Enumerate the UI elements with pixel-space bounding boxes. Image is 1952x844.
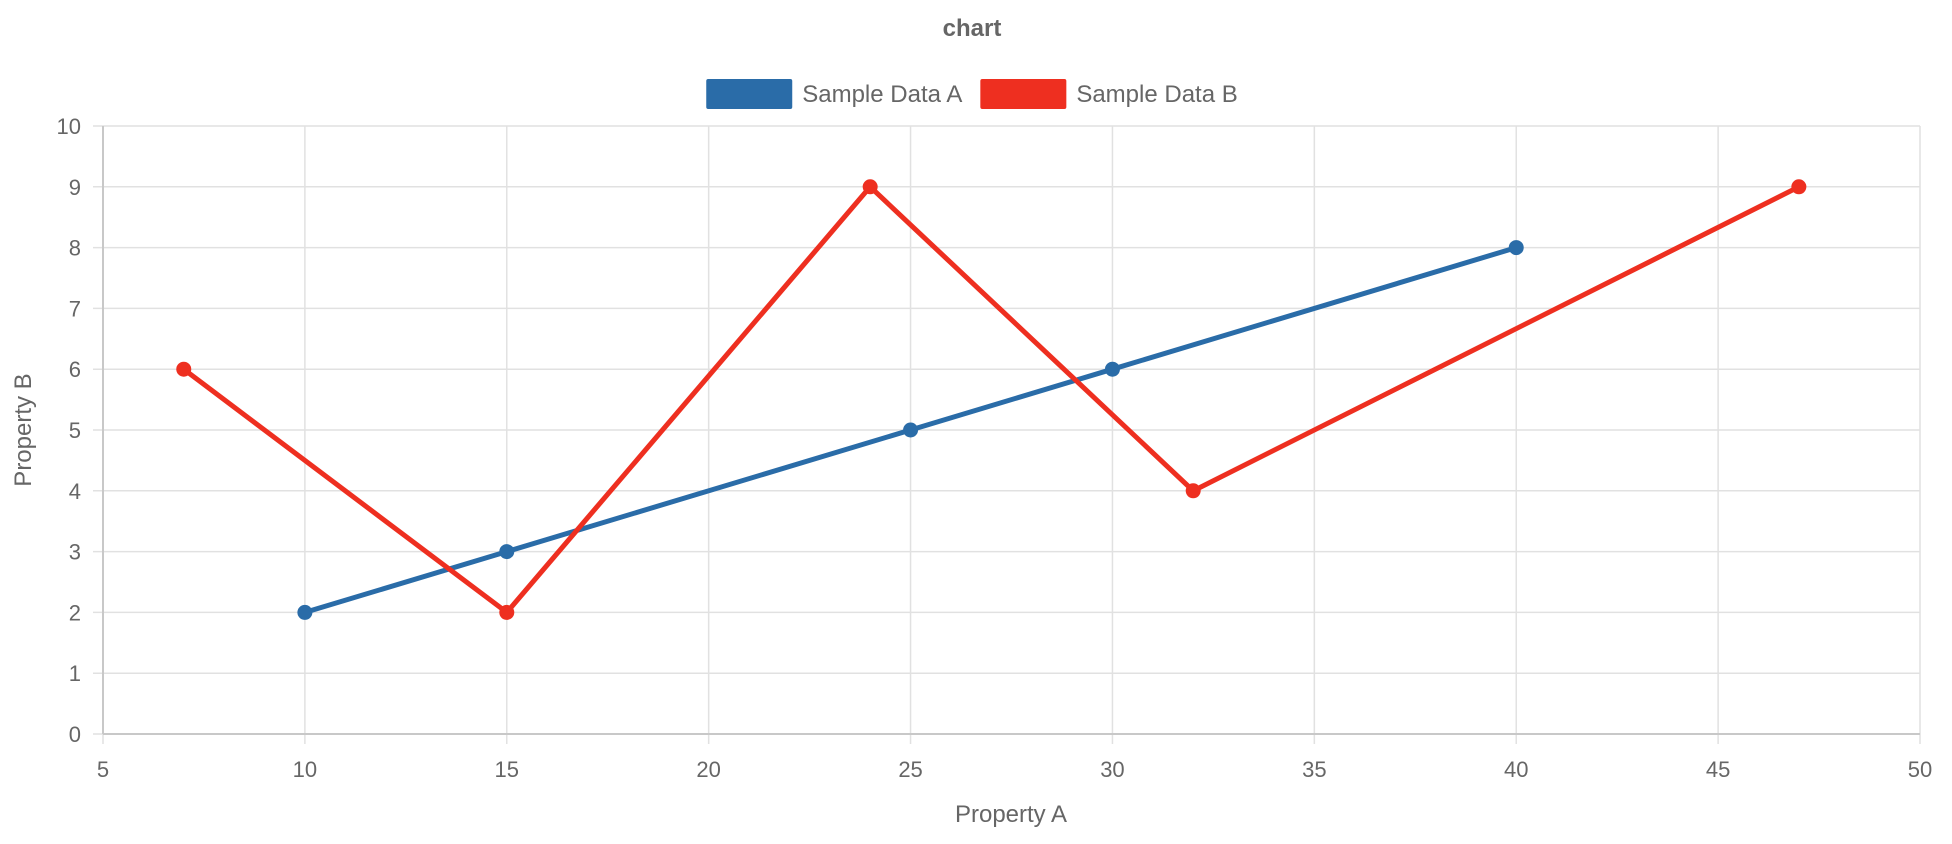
x-tick-label: 15 xyxy=(495,757,519,782)
x-tick-label: 35 xyxy=(1302,757,1326,782)
y-tick-label: 7 xyxy=(69,296,81,321)
x-tick-label: 25 xyxy=(898,757,922,782)
data-point[interactable] xyxy=(903,422,919,438)
legend: Sample Data A Sample Data B xyxy=(706,79,1238,109)
series-line xyxy=(182,183,1800,616)
data-point[interactable] xyxy=(297,604,313,620)
x-axis-ticks: 5 10 15 20 25 30 35 40 45 50 xyxy=(97,757,1932,782)
y-axis-title: Property B xyxy=(10,373,37,486)
y-tick-label: 4 xyxy=(69,479,81,504)
chart-title: chart xyxy=(943,15,1002,42)
y-axis-ticks: 0 1 2 3 4 5 6 7 8 9 10 xyxy=(57,114,81,747)
y-tick-label: 9 xyxy=(69,175,81,200)
x-tick-label: 20 xyxy=(696,757,720,782)
y-tick-label: 1 xyxy=(69,661,81,686)
legend-swatch xyxy=(706,79,793,109)
x-tick-label: 45 xyxy=(1706,757,1730,782)
grid xyxy=(93,125,1921,744)
y-tick-label: 2 xyxy=(69,600,81,625)
series-b xyxy=(176,179,1807,620)
data-point[interactable] xyxy=(862,179,878,195)
x-tick-label: 40 xyxy=(1504,757,1528,782)
y-tick-label: 8 xyxy=(69,236,81,261)
series-layer xyxy=(176,179,1807,620)
data-point[interactable] xyxy=(1104,361,1120,377)
data-point[interactable] xyxy=(499,544,515,560)
x-tick-label: 50 xyxy=(1908,757,1932,782)
series-a xyxy=(297,240,1524,620)
legend-item[interactable]: Sample Data B xyxy=(980,79,1238,109)
y-tick-label: 6 xyxy=(69,357,81,382)
legend-item[interactable]: Sample Data A xyxy=(706,79,962,109)
y-tick-label: 0 xyxy=(69,722,81,747)
legend-label: Sample Data A xyxy=(802,81,962,108)
y-tick-label: 10 xyxy=(57,114,81,139)
y-tick-label: 3 xyxy=(69,540,81,565)
y-tick-label: 5 xyxy=(69,418,81,443)
legend-label: Sample Data B xyxy=(1076,81,1237,108)
data-point[interactable] xyxy=(1791,179,1807,195)
legend-swatch xyxy=(980,79,1067,109)
data-point[interactable] xyxy=(1185,483,1201,499)
data-point[interactable] xyxy=(499,604,515,620)
x-tick-label: 10 xyxy=(293,757,317,782)
x-tick-label: 5 xyxy=(97,757,109,782)
x-axis-title: Property A xyxy=(955,801,1067,828)
data-point[interactable] xyxy=(176,361,192,377)
axes xyxy=(102,126,1920,735)
x-tick-label: 30 xyxy=(1100,757,1124,782)
data-point[interactable] xyxy=(1508,240,1524,256)
